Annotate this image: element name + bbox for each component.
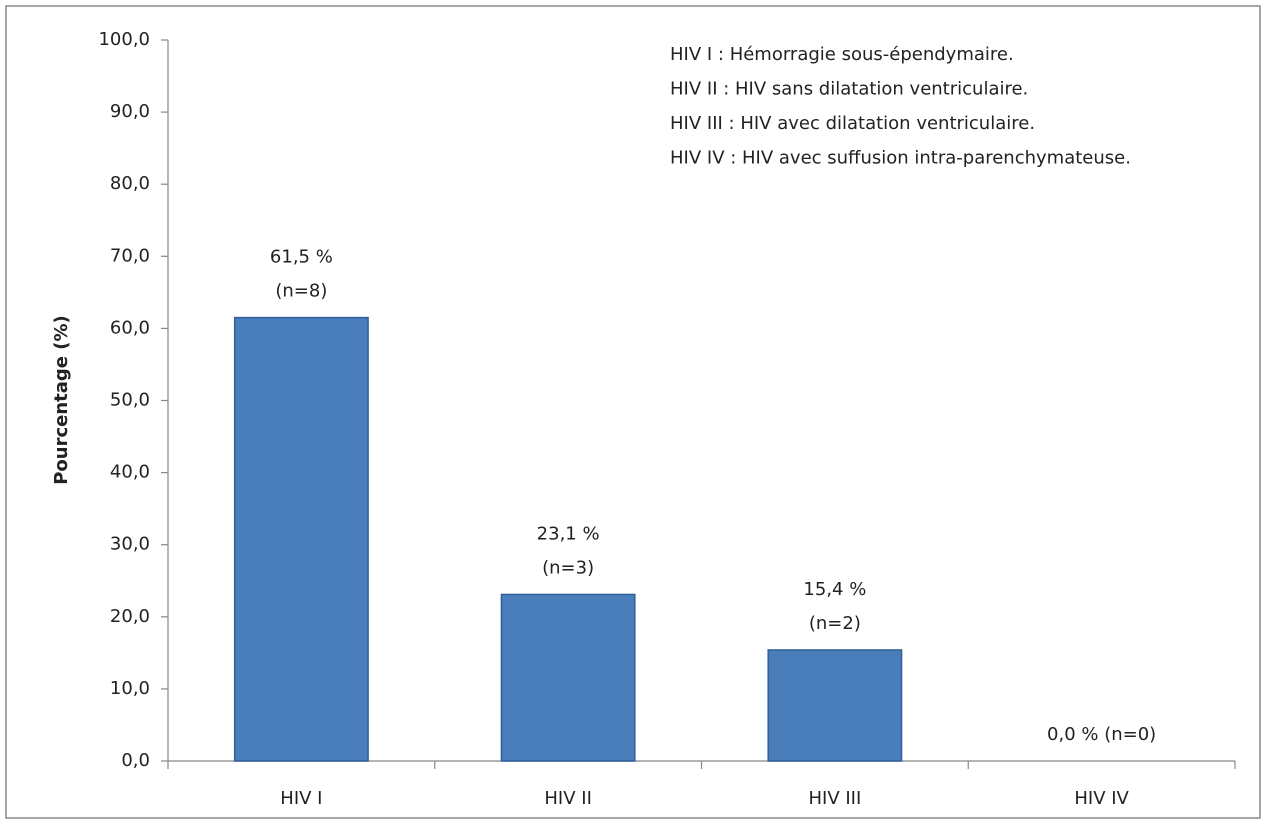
- x-tick-label: HIV III: [808, 788, 861, 809]
- x-tick-label: HIV II: [544, 788, 592, 809]
- bar: [233, 316, 369, 762]
- value-label: 61,5 %: [270, 247, 333, 268]
- y-tick-label: 100,0: [98, 29, 150, 50]
- y-tick-label: 20,0: [110, 606, 150, 627]
- y-tick-label: 40,0: [110, 462, 150, 483]
- bar: [767, 649, 903, 762]
- y-axis-label: Pourcentage (%): [51, 315, 72, 485]
- x-tick-label: HIV I: [280, 788, 322, 809]
- y-tick-label: 0,0: [121, 750, 150, 771]
- value-label: 23,1 %: [537, 523, 600, 544]
- y-tick-label: 60,0: [110, 317, 150, 338]
- bar: [500, 593, 636, 762]
- value-label: (n=2): [809, 613, 861, 634]
- value-label: (n=3): [542, 557, 594, 578]
- x-tick-label: HIV IV: [1074, 788, 1129, 809]
- annotation: HIV II : HIV sans dilatation ventriculai…: [670, 79, 1028, 100]
- annotation: HIV IV : HIV avec suffusion intra-parenc…: [670, 148, 1131, 169]
- value-label: (n=8): [275, 281, 327, 302]
- y-tick-label: 90,0: [110, 101, 150, 122]
- y-tick-label: 30,0: [110, 534, 150, 555]
- annotation: HIV III : HIV avec dilatation ventricula…: [670, 113, 1035, 134]
- y-tick-label: 80,0: [110, 173, 150, 194]
- y-tick-label: 50,0: [110, 390, 150, 411]
- y-tick-label: 10,0: [110, 678, 150, 699]
- value-label: 0,0 % (n=0): [1047, 724, 1156, 745]
- value-label: 15,4 %: [803, 579, 866, 600]
- y-tick-label: 70,0: [110, 245, 150, 266]
- annotation: HIV I : Hémorragie sous-épendymaire.: [670, 44, 1014, 65]
